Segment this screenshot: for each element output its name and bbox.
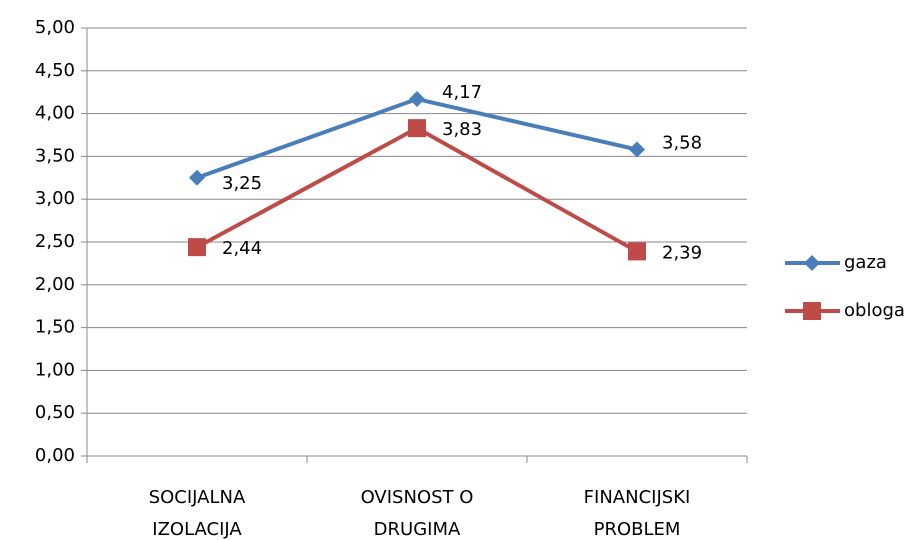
marker <box>628 242 646 261</box>
y-tick-label: 5,00 <box>35 17 75 38</box>
y-tick-label: 1,00 <box>35 359 75 380</box>
y-tick-label: 2,00 <box>35 274 75 295</box>
data-label: 3,58 <box>662 133 702 154</box>
marker <box>188 238 206 257</box>
marker <box>409 91 425 108</box>
marker <box>629 141 645 158</box>
y-tick-label: 2,50 <box>35 231 75 252</box>
legend-label: obloga <box>844 300 905 321</box>
marker <box>804 255 820 271</box>
series-line <box>196 125 638 254</box>
y-tick-label: 3,50 <box>35 145 75 166</box>
data-label: 2,39 <box>662 242 702 263</box>
y-tick-label: 1,50 <box>35 317 75 338</box>
data-label: 2,44 <box>222 238 262 259</box>
y-tick-label: 3,00 <box>35 188 75 209</box>
series-line <box>196 96 638 180</box>
data-label: 4,17 <box>442 82 482 103</box>
y-tick-label: 4,00 <box>35 103 75 124</box>
x-tick-label: SOCIJALNA IZOLACIJA <box>149 487 246 540</box>
legend-label: gaza <box>844 252 887 273</box>
marker <box>189 169 205 186</box>
marker <box>803 302 821 320</box>
data-label: 3,25 <box>222 173 262 194</box>
y-tick-label: 0,00 <box>35 445 75 466</box>
y-tick-label: 0,50 <box>35 402 75 423</box>
data-label: 3,83 <box>442 119 482 140</box>
x-tick-label: OVISNOST O DRUGIMA <box>361 487 474 540</box>
x-tick-label: FINANCIJSKI PROBLEM <box>584 487 691 540</box>
marker <box>408 119 426 138</box>
y-tick-label: 4,50 <box>35 60 75 81</box>
